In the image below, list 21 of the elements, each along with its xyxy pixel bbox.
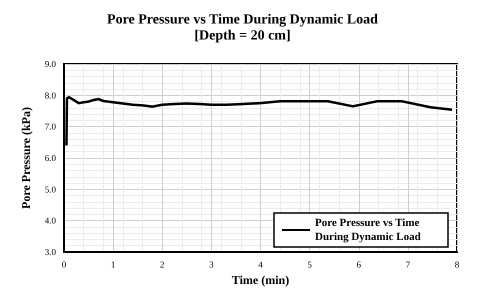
x-tick-label: 6 — [356, 260, 362, 270]
x-tick-label: 8 — [454, 260, 460, 270]
x-tick-label: 4 — [258, 260, 264, 270]
x-tick-label: 5 — [307, 260, 312, 270]
y-tick-label: 4.0 — [44, 216, 56, 226]
y-tick-label: 3.0 — [44, 247, 56, 257]
x-tick-label: 7 — [406, 260, 411, 270]
y-tick-label: 8.0 — [44, 90, 56, 100]
x-tick-label: 0 — [62, 260, 67, 270]
legend-label: Pore Pressure vs Time During Dynamic Load — [315, 217, 422, 243]
chart-title: Pore Pressure vs Time During Dynamic Load — [107, 12, 378, 28]
x-tick-label: 1 — [110, 260, 116, 270]
y-tick-label: 6.0 — [44, 153, 56, 163]
y-axis-title: Pore Pressure (kPa) — [19, 107, 33, 209]
x-tick-label: 3 — [209, 260, 214, 270]
y-tick-label: 7.0 — [44, 122, 56, 132]
x-tick-label: 2 — [160, 260, 164, 270]
chart-subtitle: [Depth = 20 cm] — [194, 28, 291, 44]
y-tick-label: 5.0 — [44, 184, 56, 194]
y-tick-label: 9.0 — [44, 59, 56, 69]
x-axis-title: Time (min) — [232, 273, 290, 287]
